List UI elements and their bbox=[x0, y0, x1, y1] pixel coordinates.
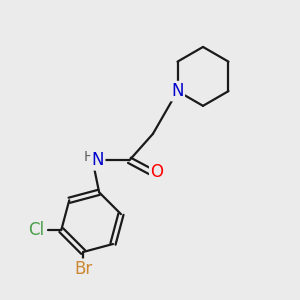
Text: N: N bbox=[92, 151, 104, 169]
Text: Cl: Cl bbox=[28, 221, 44, 239]
Text: O: O bbox=[150, 163, 163, 181]
Text: Br: Br bbox=[74, 260, 92, 278]
Text: N: N bbox=[171, 82, 184, 100]
Text: H: H bbox=[84, 150, 94, 164]
